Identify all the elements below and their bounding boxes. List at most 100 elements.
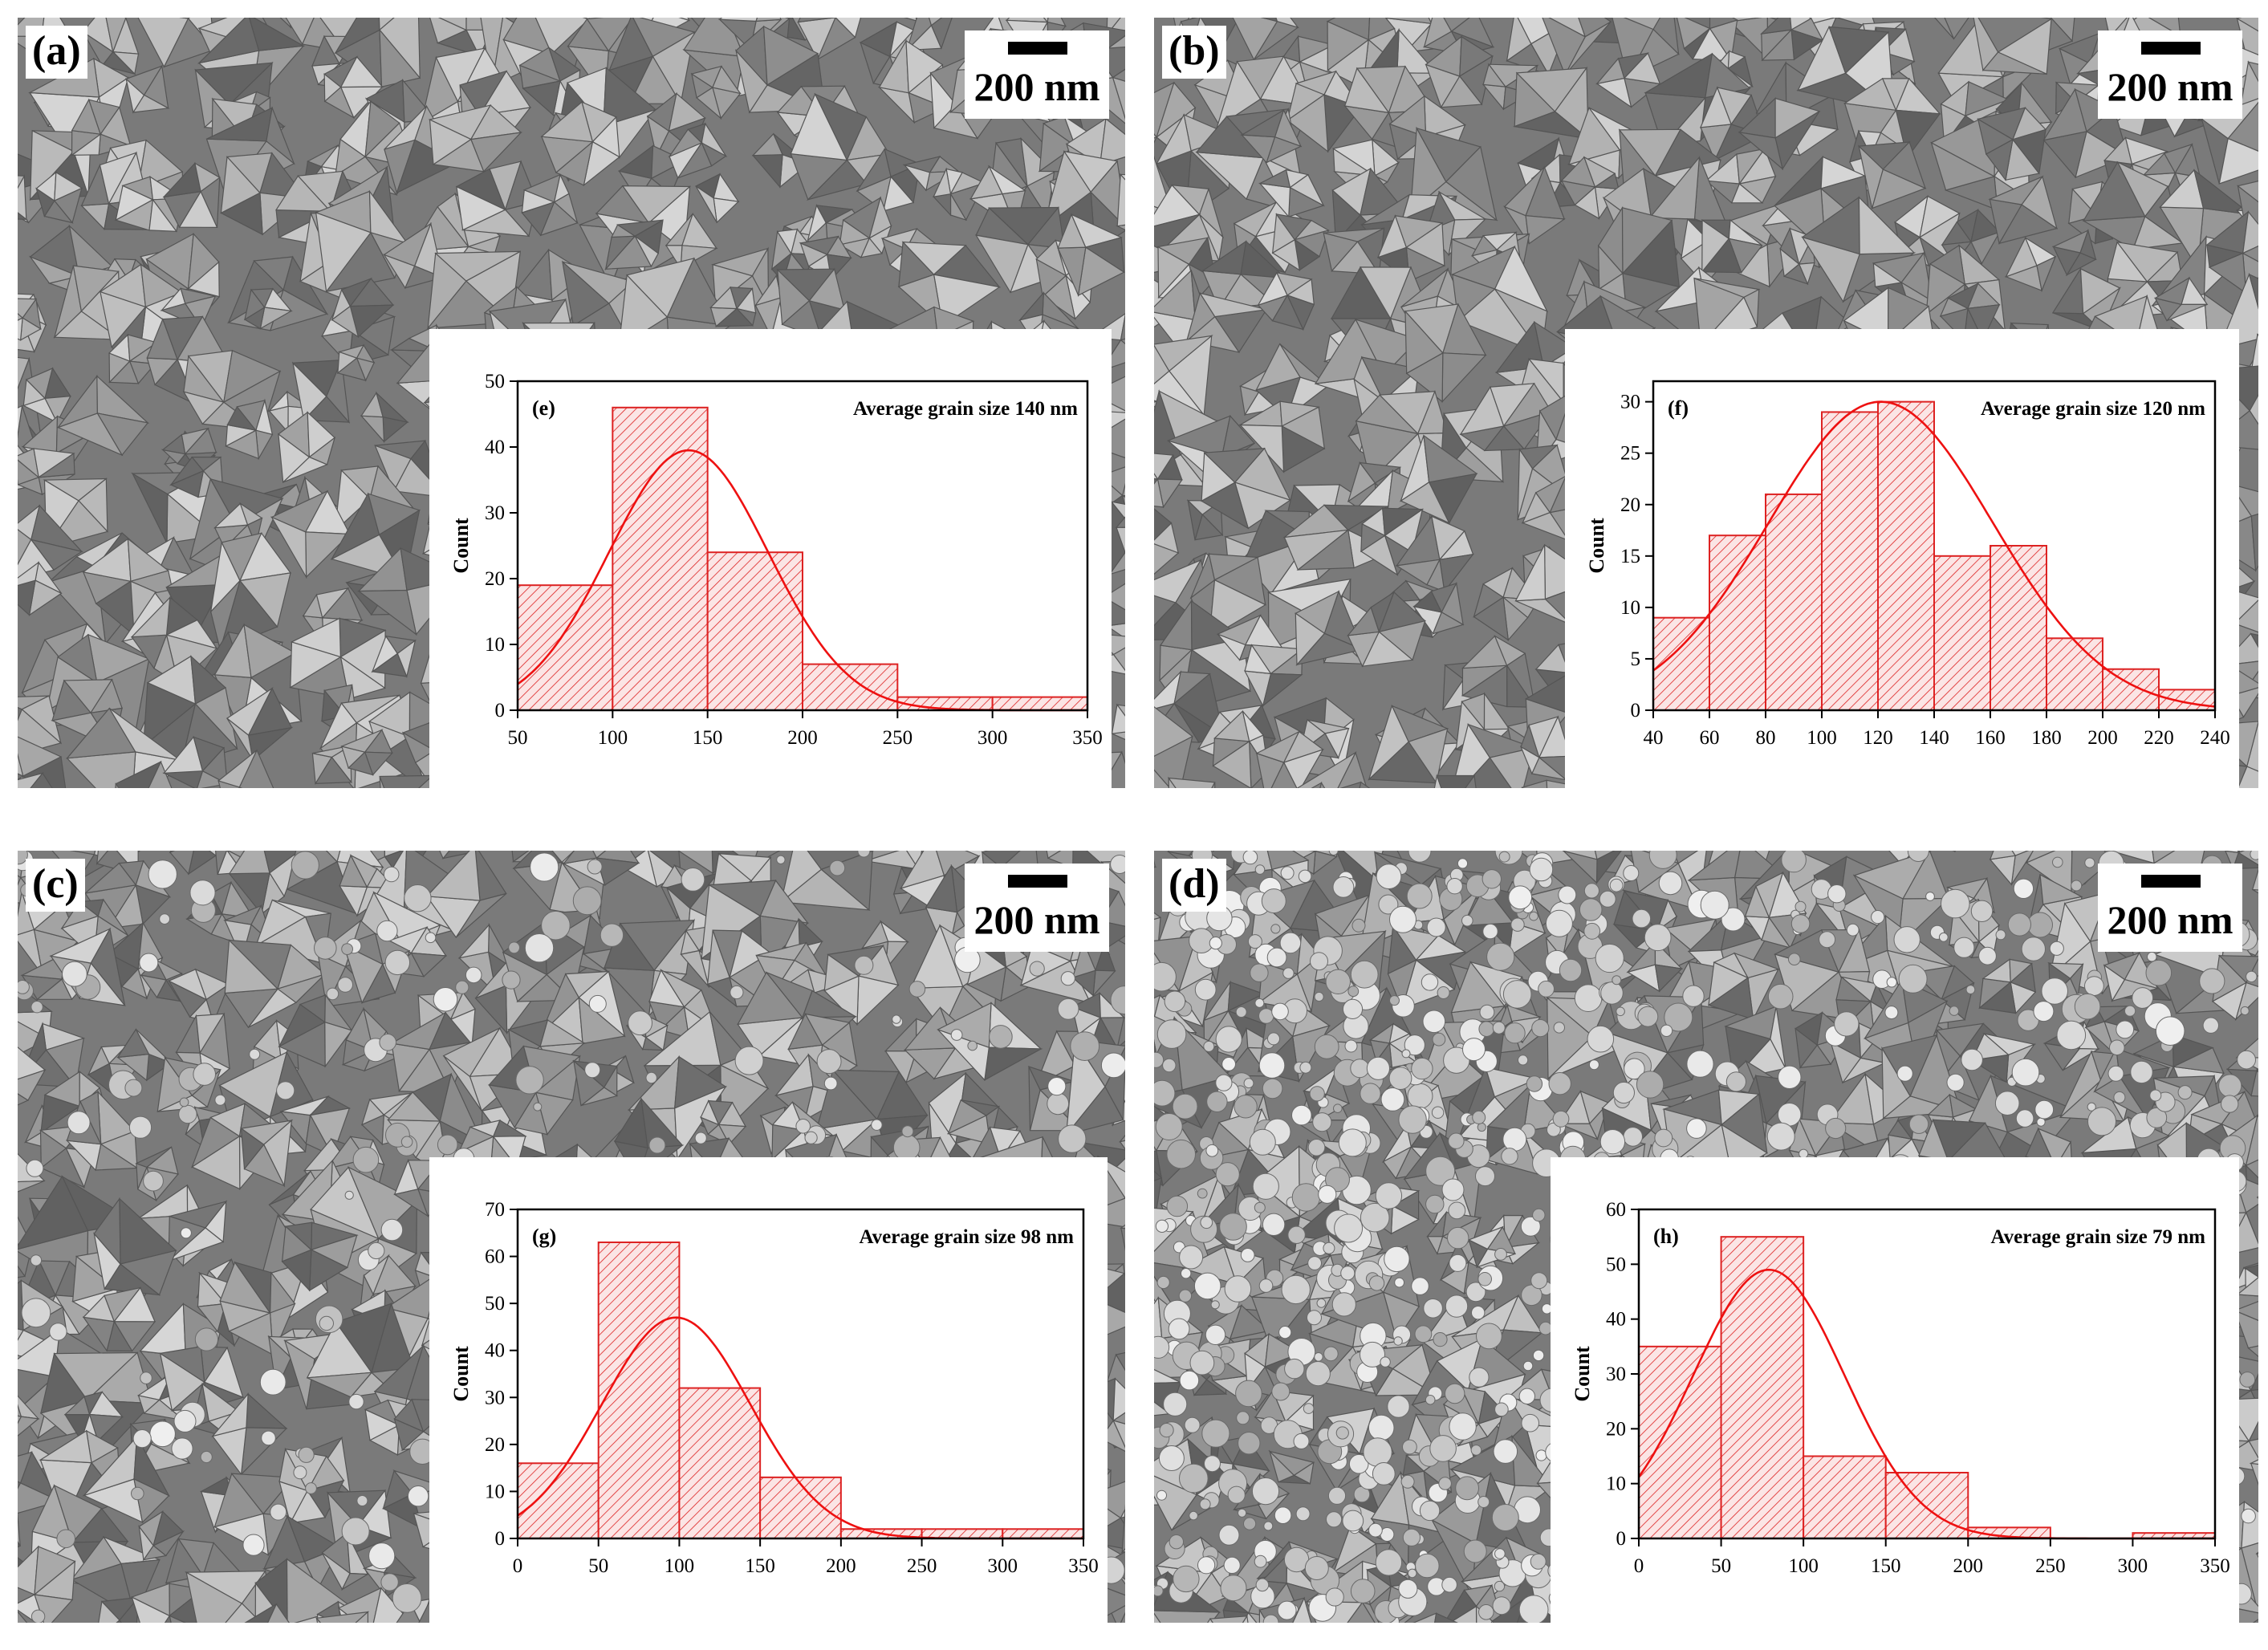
- y-tick-label: 25: [1620, 443, 1640, 465]
- average-grain-size-annotation: Average grain size 98 nm: [859, 1226, 1074, 1248]
- y-tick-label: 40: [1606, 1309, 1626, 1331]
- x-tick-label: 160: [1975, 727, 2006, 749]
- x-tick-label: 350: [2200, 1555, 2230, 1577]
- histogram-bar: [1803, 1455, 1887, 1539]
- y-tick-label: 0: [495, 700, 506, 721]
- y-tick-label: 0: [495, 1528, 506, 1550]
- y-tick-label: 10: [1620, 597, 1640, 619]
- x-tick-label: 100: [1788, 1555, 1819, 1577]
- scale-bar-label: 200 nm: [973, 64, 1100, 109]
- y-tick-label: 30: [485, 502, 505, 524]
- scale-bar: 200 nm: [965, 864, 1109, 952]
- y-tick-label: 50: [485, 1293, 505, 1315]
- y-tick-label: 0: [1631, 700, 1641, 721]
- scale-bar: 200 nm: [965, 30, 1109, 119]
- histogram-bar: [2102, 668, 2160, 711]
- x-tick-label: 80: [1756, 727, 1776, 749]
- x-tick-label: 40: [1644, 727, 1664, 749]
- y-tick-label: 40: [485, 1340, 505, 1362]
- histogram-bar: [2046, 637, 2103, 711]
- plot-frame: [516, 1208, 1085, 1540]
- x-tick-label: 300: [988, 1555, 1018, 1577]
- y-axis-label: Count: [449, 1346, 473, 1402]
- x-tick-label: 200: [1953, 1555, 1984, 1577]
- x-tick-label: 250: [883, 727, 913, 749]
- y-tick-label: 5: [1631, 648, 1641, 670]
- histogram-bar: [1720, 1236, 1805, 1540]
- x-tick-label: 180: [2031, 727, 2062, 749]
- histogram-bar: [1933, 555, 1991, 711]
- scale-bar-line: [1008, 42, 1067, 55]
- x-tick-label: 50: [508, 727, 528, 749]
- y-tick-label: 10: [1606, 1473, 1626, 1495]
- histogram-bar: [597, 1242, 681, 1539]
- scale-bar-label: 200 nm: [2107, 64, 2233, 109]
- histogram-f-svg: 40 60 80 100 120 140 160 180 200 220 240 0 5 10 15 20 25…: [1585, 380, 2230, 749]
- x-tick-label: 100: [598, 727, 628, 749]
- y-tick-label: 40: [485, 437, 505, 458]
- histogram-bar: [1709, 534, 1766, 711]
- y-tick-label: 10: [485, 1481, 505, 1502]
- x-tick-label: 100: [1807, 727, 1837, 749]
- y-tick-label: 60: [1606, 1199, 1626, 1221]
- histogram-bar: [802, 663, 899, 712]
- average-grain-size-annotation: Average grain size 120 nm: [1981, 398, 2205, 420]
- histogram-h: 0 50 100 150 200 250 300 350 0 10 20 30 40 50 60 Count (…: [1551, 1157, 2239, 1639]
- histogram-bar: [706, 551, 803, 712]
- y-tick-label: 20: [1620, 494, 1640, 516]
- histogram-bar: [612, 406, 709, 712]
- y-tick-label: 10: [485, 634, 505, 656]
- x-tick-label: 150: [1871, 1555, 1901, 1577]
- histogram-bar: [759, 1476, 842, 1540]
- y-tick-label: 20: [1606, 1418, 1626, 1440]
- y-tick-label: 20: [485, 568, 505, 590]
- panel-label: (a): [26, 26, 87, 79]
- scale-bar-label: 200 nm: [973, 897, 1100, 942]
- x-tick-label: 350: [1072, 727, 1103, 749]
- panel-label: (d): [1162, 859, 1226, 912]
- y-tick-label: 50: [485, 371, 505, 392]
- average-grain-size-annotation: Average grain size 79 nm: [1990, 1226, 2205, 1248]
- histogram-e: 50 100 150 200 250 300 350 0 10 20 30 40 50 Count (e) A…: [429, 329, 1112, 811]
- x-tick-label: 0: [1634, 1555, 1644, 1577]
- x-tick-label: 150: [745, 1555, 775, 1577]
- x-tick-label: 300: [2118, 1555, 2148, 1577]
- chart-panel-label: (h): [1653, 1225, 1679, 1248]
- scale-bar: 200 nm: [2098, 30, 2242, 119]
- histogram-bar: [1821, 411, 1879, 711]
- y-tick-label: 60: [485, 1246, 505, 1268]
- panel-label: (c): [26, 859, 85, 912]
- scale-bar-label: 200 nm: [2107, 897, 2233, 942]
- y-axis-label: Count: [1585, 518, 1608, 574]
- y-tick-label: 30: [1620, 392, 1640, 413]
- y-tick-label: 70: [485, 1199, 505, 1221]
- histogram-bar: [1884, 1472, 1969, 1539]
- x-tick-label: 200: [826, 1555, 856, 1577]
- scale-bar-line: [2141, 42, 2201, 55]
- histogram-bar: [1765, 493, 1823, 711]
- y-tick-label: 30: [1606, 1363, 1626, 1385]
- histogram-g: 0 50 100 150 200 250 300 350 0 10 20 30 40 50 60 70 Coun…: [429, 1157, 1108, 1639]
- histogram-bar: [1638, 1345, 1722, 1539]
- x-tick-label: 0: [513, 1555, 523, 1577]
- x-tick-label: 250: [907, 1555, 937, 1577]
- histogram-bar: [991, 696, 1089, 712]
- histogram-f: 40 60 80 100 120 140 160 180 200 220 240 0 5 10 15 20 25…: [1565, 329, 2239, 811]
- x-tick-label: 120: [1863, 727, 1893, 749]
- fit-curve: [1652, 400, 2216, 708]
- histogram-g-svg: 0 50 100 150 200 250 300 350 0 10 20 30 40 50 60 70 Coun…: [449, 1199, 1099, 1577]
- histogram-bar: [1002, 1528, 1084, 1539]
- scale-bar: 200 nm: [2098, 864, 2242, 952]
- y-axis-label: Count: [1571, 1346, 1594, 1402]
- histogram-h-svg: 0 50 100 150 200 250 300 350 0 10 20 30 40 50 60 Count (…: [1571, 1199, 2230, 1577]
- histogram-bar: [517, 584, 614, 712]
- y-tick-label: 50: [1606, 1254, 1626, 1275]
- chart-panel-label: (e): [532, 396, 555, 420]
- x-tick-label: 200: [787, 727, 818, 749]
- y-axis-label: Count: [449, 518, 473, 574]
- x-tick-label: 220: [2144, 727, 2174, 749]
- x-tick-label: 100: [665, 1555, 695, 1577]
- scale-bar-line: [2141, 875, 2201, 888]
- x-tick-label: 350: [1068, 1555, 1099, 1577]
- y-tick-label: 20: [485, 1434, 505, 1456]
